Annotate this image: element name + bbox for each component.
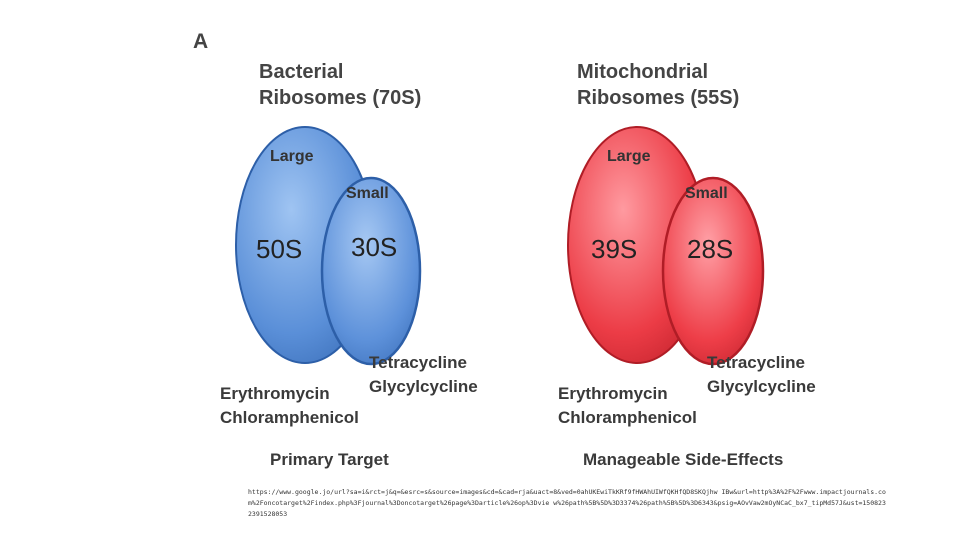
drug-name: Chloramphenicol [220, 408, 359, 427]
large-value: 50S [256, 234, 302, 264]
panel-letter: A [193, 30, 209, 53]
drug-name: Chloramphenicol [558, 408, 697, 427]
drug-name: Tetracycline [707, 353, 805, 372]
right-large-subunit-drugs: Erythromycin Chloramphenicol [558, 382, 697, 430]
large-label: Large [270, 148, 314, 165]
right-title-line2: Ribosomes (55S) [577, 87, 740, 109]
drug-name: Tetracycline [369, 353, 467, 372]
small-label: Small [346, 185, 389, 202]
drug-name: Erythromycin [220, 384, 330, 403]
right-title-line1: Mitochondrial [577, 61, 709, 83]
drug-name: Glycylcycline [707, 377, 816, 396]
bacterial-ribosome-diagram: Large Small 50S 30S [235, 126, 422, 366]
small-subunit-shape [320, 176, 422, 366]
drug-name: Glycylcycline [369, 377, 478, 396]
right-caption: Manageable Side-Effects [583, 450, 784, 469]
left-title: Bacterial Ribosomes (70S) [259, 59, 421, 111]
small-subunit-shape [661, 176, 765, 366]
left-large-subunit-drugs: Erythromycin Chloramphenicol [220, 382, 359, 430]
large-label: Large [607, 148, 651, 165]
left-title-line1: Bacterial [259, 61, 344, 83]
left-title-line2: Ribosomes (70S) [259, 87, 422, 109]
mitochondrial-ribosome-diagram: Large Small 39S 28S [567, 126, 765, 366]
large-value: 39S [591, 234, 637, 264]
right-small-subunit-drugs: Tetracycline Glycylcycline [707, 351, 816, 399]
small-value: 30S [351, 232, 397, 262]
drug-name: Erythromycin [558, 384, 668, 403]
left-caption: Primary Target [270, 450, 389, 469]
right-title: Mitochondrial Ribosomes (55S) [577, 59, 739, 111]
left-small-subunit-drugs: Tetracycline Glycylcycline [369, 351, 478, 399]
small-value: 28S [687, 234, 733, 264]
small-label: Small [685, 185, 728, 202]
source-url[interactable]: https://www.google.jo/url?sa=i&rct=j&q=&… [248, 488, 886, 518]
